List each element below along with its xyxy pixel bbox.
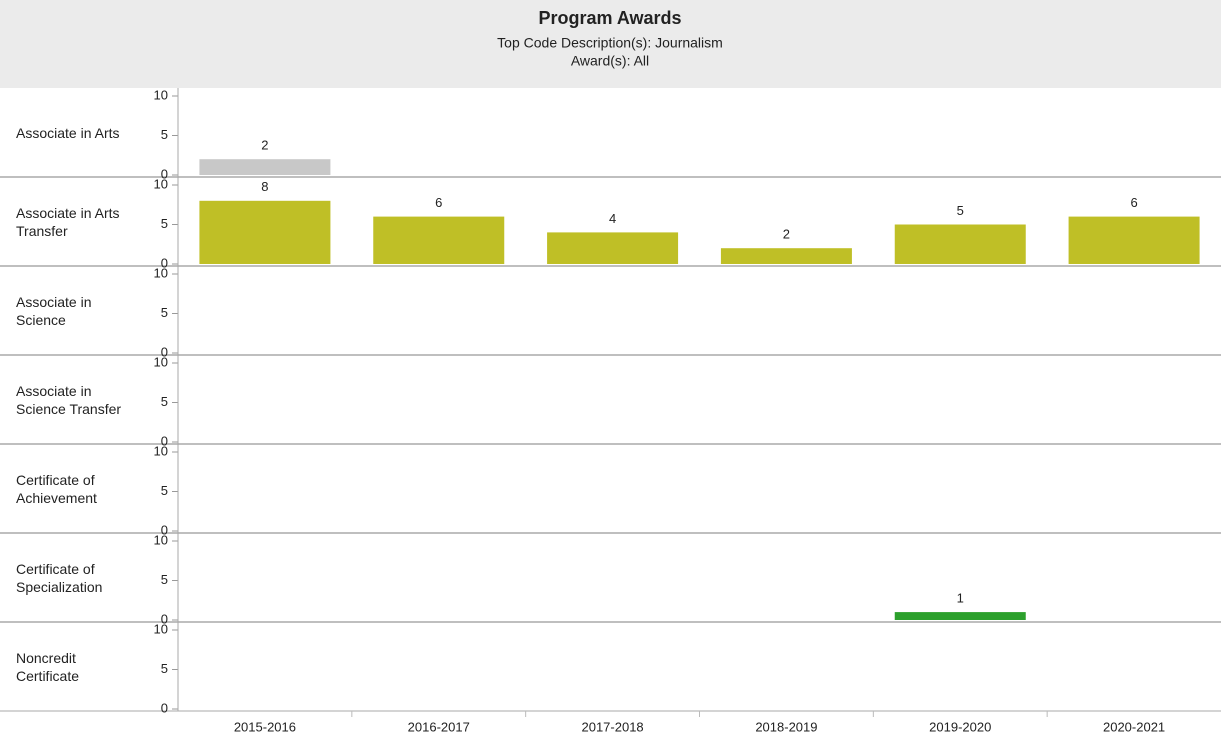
chart-subtitle: Award(s): All [571, 53, 649, 69]
bar [373, 216, 505, 264]
bar [720, 248, 852, 264]
y-tick-label: 0 [161, 166, 168, 181]
y-tick-label: 10 [154, 354, 168, 369]
row-label: Certificate of Achievement [16, 471, 97, 506]
y-tick-label: 0 [161, 344, 168, 359]
x-tick-label: 2020-2021 [1103, 719, 1165, 734]
y-tick-label: 0 [161, 522, 168, 537]
data-label: 2 [261, 138, 268, 153]
data-label: 6 [435, 195, 442, 210]
data-label: 2 [783, 227, 790, 242]
y-tick-label: 0 [161, 700, 168, 715]
chart-subtitle: Top Code Description(s): Journalism [497, 35, 723, 51]
y-tick-label: 10 [154, 443, 168, 458]
row-label: Associate in Arts [16, 124, 120, 141]
y-tick-label: 5 [161, 305, 168, 320]
row-label: Associate in Arts Transfer [16, 204, 120, 239]
y-tick-label: 0 [161, 611, 168, 626]
y-tick-label: 10 [154, 265, 168, 280]
bar [199, 200, 331, 264]
bar [1068, 216, 1200, 264]
y-tick-label: 5 [161, 216, 168, 231]
y-tick-label: 10 [154, 532, 168, 547]
x-tick-label: 2016-2017 [408, 719, 470, 734]
y-tick-label: 0 [161, 255, 168, 270]
y-tick-label: 10 [154, 176, 168, 191]
bar [894, 224, 1026, 264]
row-label: Associate in Science Transfer [16, 382, 122, 417]
y-tick-label: 5 [161, 661, 168, 676]
y-tick-label: 5 [161, 483, 168, 498]
data-label: 4 [609, 211, 616, 226]
bar [547, 232, 679, 264]
bar [894, 612, 1026, 620]
data-label: 6 [1130, 195, 1137, 210]
chart-title: Program Awards [538, 8, 681, 28]
header-band [0, 0, 1221, 88]
row-label: Associate in Science [16, 293, 92, 328]
data-label: 1 [957, 591, 964, 606]
y-tick-label: 5 [161, 572, 168, 587]
x-tick-label: 2017-2018 [581, 719, 643, 734]
y-tick-label: 10 [154, 621, 168, 636]
row-label: Noncredit Certificate [16, 649, 80, 684]
x-tick-label: 2019-2020 [929, 719, 991, 734]
x-tick-label: 2015-2016 [234, 719, 296, 734]
y-tick-label: 5 [161, 394, 168, 409]
y-tick-label: 5 [161, 127, 168, 142]
data-label: 8 [261, 179, 268, 194]
y-tick-label: 10 [154, 87, 168, 102]
y-tick-label: 0 [161, 433, 168, 448]
bar [199, 159, 331, 175]
row-label: Certificate of Specialization [16, 560, 103, 595]
data-label: 5 [957, 203, 964, 218]
x-tick-label: 2018-2019 [755, 719, 817, 734]
